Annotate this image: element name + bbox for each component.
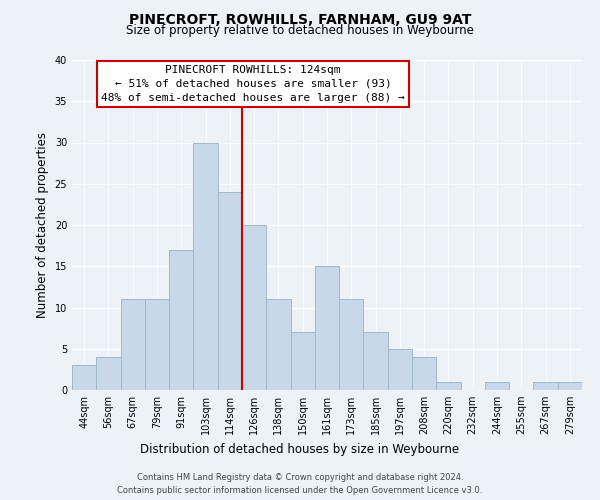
Bar	[558, 382, 582, 390]
Bar	[339, 299, 364, 390]
Bar	[485, 382, 509, 390]
Bar	[412, 357, 436, 390]
Bar	[121, 299, 145, 390]
Text: Distribution of detached houses by size in Weybourne: Distribution of detached houses by size …	[140, 442, 460, 456]
Text: Contains HM Land Registry data © Crown copyright and database right 2024.
Contai: Contains HM Land Registry data © Crown c…	[118, 474, 482, 495]
Bar	[145, 299, 169, 390]
Bar	[193, 142, 218, 390]
Text: PINECROFT ROWHILLS: 124sqm
← 51% of detached houses are smaller (93)
48% of semi: PINECROFT ROWHILLS: 124sqm ← 51% of deta…	[101, 65, 405, 103]
Bar	[96, 357, 121, 390]
Bar	[364, 332, 388, 390]
Bar	[72, 365, 96, 390]
Text: Size of property relative to detached houses in Weybourne: Size of property relative to detached ho…	[126, 24, 474, 37]
Bar	[436, 382, 461, 390]
Bar	[242, 225, 266, 390]
Text: PINECROFT, ROWHILLS, FARNHAM, GU9 9AT: PINECROFT, ROWHILLS, FARNHAM, GU9 9AT	[129, 12, 471, 26]
Bar	[290, 332, 315, 390]
Bar	[169, 250, 193, 390]
Bar	[218, 192, 242, 390]
Bar	[266, 299, 290, 390]
Bar	[533, 382, 558, 390]
Bar	[388, 349, 412, 390]
Bar	[315, 266, 339, 390]
Y-axis label: Number of detached properties: Number of detached properties	[36, 132, 49, 318]
